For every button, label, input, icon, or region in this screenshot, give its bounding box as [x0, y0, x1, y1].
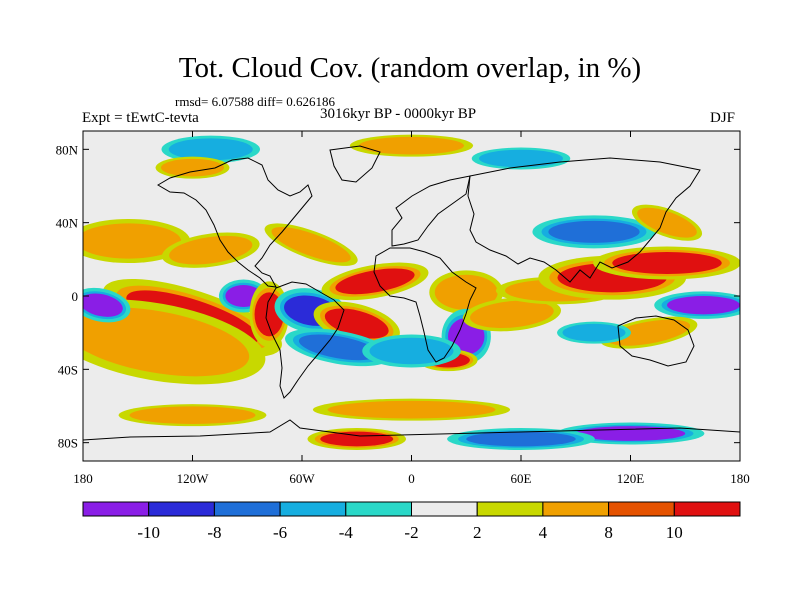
anomaly-core [438, 277, 494, 308]
colorbar: -10 -8 -6 -4 -2 2 4 8 10 [82, 501, 741, 542]
colorbar-label: 10 [666, 523, 683, 542]
x-tick-label: 60E [511, 471, 532, 486]
anomaly-core [548, 220, 640, 243]
colorbar-swatch [542, 501, 610, 517]
anomaly-core [335, 268, 415, 295]
anomaly-core [338, 402, 485, 417]
x-tick-label: 120E [617, 471, 645, 486]
anomaly-core [375, 340, 448, 362]
map-title: Tot. Cloud Cov. (random overlap, in %) [178, 52, 642, 84]
x-tick-label: 120W [177, 471, 210, 486]
colorbar-label: -2 [404, 523, 418, 542]
anomaly-core [475, 302, 549, 326]
x-tick-label: 60W [289, 471, 315, 486]
coastlines [83, 145, 740, 441]
anomaly-core [276, 229, 346, 260]
x-tick-label: 180 [730, 471, 750, 486]
anomaly-core [365, 138, 458, 154]
y-tick-label: 40S [58, 362, 78, 377]
anomaly-core [667, 296, 740, 315]
x-tick-label: 0 [408, 471, 415, 486]
colorbar-swatch [476, 501, 544, 517]
colorbar-swatch [608, 501, 675, 517]
colorbar-swatch [673, 501, 741, 517]
anomaly-core [641, 209, 693, 236]
anomaly-core [83, 293, 123, 317]
y-tick-label: 80S [58, 436, 78, 451]
anomaly-core [466, 431, 576, 447]
anomaly-core [83, 226, 175, 256]
y-tick-label: 80N [56, 142, 79, 157]
anomaly-field [83, 134, 740, 450]
coastline-asia [467, 157, 701, 283]
anomaly-core [612, 252, 722, 274]
period-label: 3016kyr BP - 0000kyr BP [320, 106, 477, 122]
x-axis-ticks: 180 120W 60W 0 60E 120E 180 [73, 131, 750, 486]
anomaly-core [165, 160, 220, 176]
colorbar-swatch [82, 501, 150, 517]
colorbar-label: -4 [339, 523, 354, 542]
colorbar-swatch [148, 501, 215, 517]
anomaly-core [320, 431, 394, 447]
anomaly-core [612, 321, 685, 344]
colorbar-label: -10 [137, 523, 160, 542]
coastline-north-america [157, 157, 313, 288]
y-tick-label: 40N [56, 216, 79, 231]
anomaly-core [174, 140, 248, 159]
y-tick-label: 0 [72, 289, 79, 304]
colorbar-label: 2 [473, 523, 482, 542]
colorbar-swatch [279, 501, 347, 517]
colorbar-label: -6 [273, 523, 287, 542]
anomaly-core [566, 325, 622, 340]
coastline-antarctica [83, 419, 740, 441]
coastline-greenland [329, 145, 381, 183]
x-tick-label: 180 [73, 471, 93, 486]
coastline-south-america [265, 281, 345, 399]
colorbar-swatch [411, 501, 478, 517]
anomaly-core [484, 151, 558, 166]
anomaly-core [83, 312, 238, 371]
colorbar-swatch [213, 501, 281, 517]
colorbar-label: 8 [604, 523, 613, 542]
y-axis-ticks: 80N 40N 0 40S 80S [56, 142, 740, 451]
coastline-australia [617, 315, 695, 367]
coastline-africa [373, 247, 477, 363]
experiment-label: Expt = tEwtC-tevta [82, 110, 199, 126]
stats-line: rmsd= 6.07588 diff= 0.626186 [175, 94, 335, 109]
season-label: DJF [710, 110, 736, 126]
colorbar-label: -8 [207, 523, 221, 542]
anomaly-core [137, 407, 248, 423]
anomaly-core [174, 238, 247, 263]
colorbar-label: 4 [539, 523, 548, 542]
colorbar-swatch [345, 501, 412, 517]
